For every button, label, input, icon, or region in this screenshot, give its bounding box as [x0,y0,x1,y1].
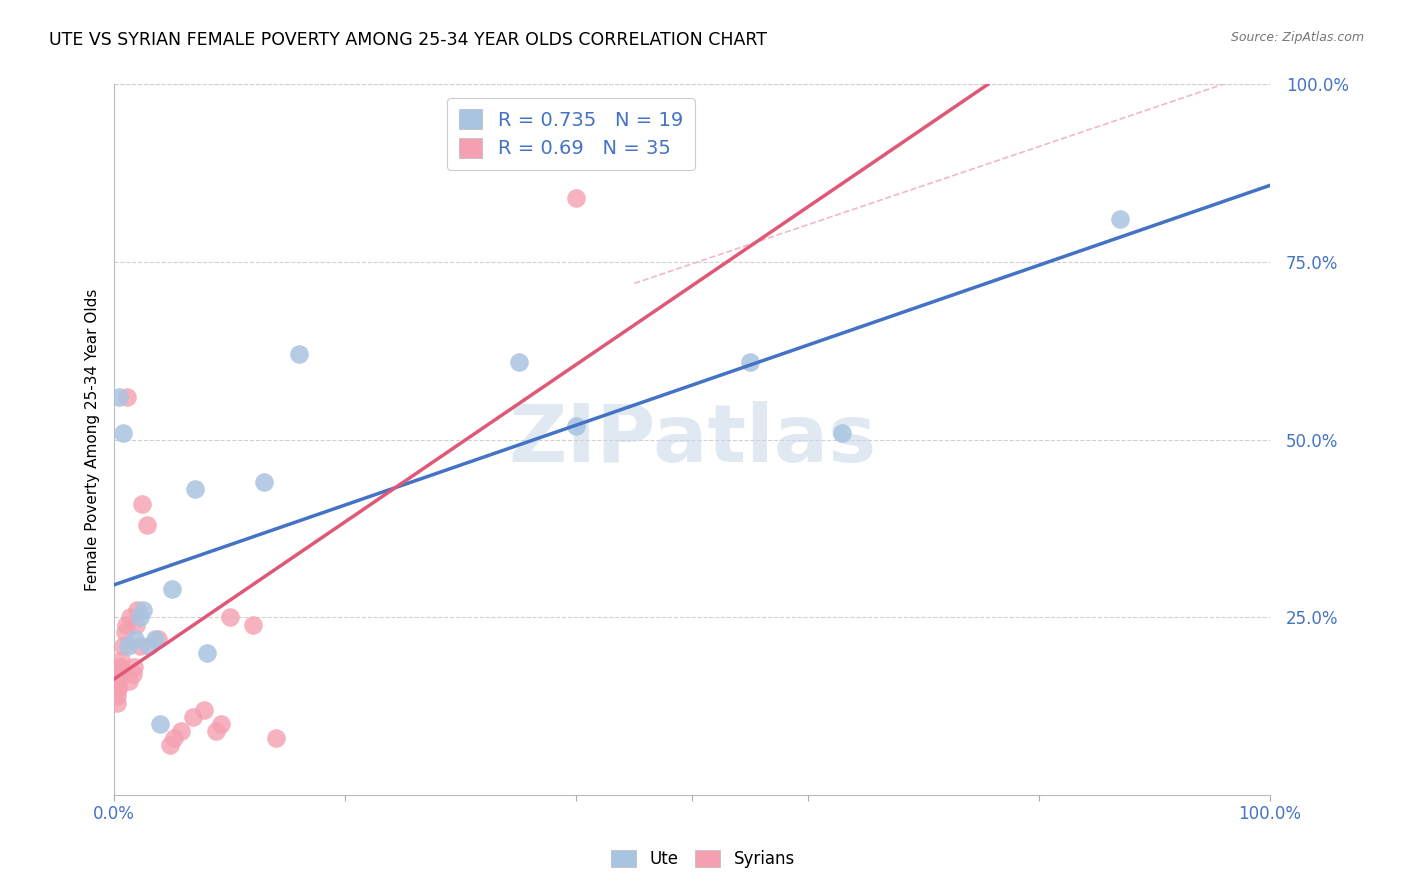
Point [159,739,181,753]
Point [193,703,215,717]
Point [112,639,135,653]
Text: UTE VS SYRIAN FEMALE POVERTY AMONG 25-34 YEAR OLDS CORRELATION CHART: UTE VS SYRIAN FEMALE POVERTY AMONG 25-34… [49,31,768,49]
Point [114,624,136,639]
Point [107,674,129,689]
Point [831,425,853,440]
Point [209,717,232,731]
Point [114,617,136,632]
Legend: Ute, Syrians: Ute, Syrians [605,843,801,875]
Text: ZIPatlas: ZIPatlas [508,401,876,479]
Point [120,610,142,624]
Point [253,475,276,490]
Point [565,191,588,205]
Point [135,518,157,533]
Point [181,710,204,724]
Point [288,347,311,361]
Point [565,418,588,433]
Point [108,660,131,674]
Point [107,681,129,696]
Point [107,681,129,696]
Point [117,639,139,653]
Point [146,632,169,646]
Text: Source: ZipAtlas.com: Source: ZipAtlas.com [1230,31,1364,45]
Point [205,724,228,739]
Y-axis label: Female Poverty Among 25-34 Year Olds: Female Poverty Among 25-34 Year Olds [86,289,100,591]
Point [125,617,148,632]
Point [163,731,186,746]
Point [121,667,143,681]
Point [112,425,135,440]
Point [1108,212,1130,227]
Point [131,497,153,511]
Point [122,660,145,674]
Point [105,696,128,710]
Point [160,582,183,596]
Point [127,603,149,617]
Point [118,674,141,689]
Point [195,646,218,660]
Point [115,390,138,404]
Point [218,610,240,624]
Point [108,660,131,674]
Point [124,632,146,646]
Point [108,390,131,404]
Point [128,610,150,624]
Point [110,653,132,667]
Point [508,354,530,368]
Point [108,667,131,681]
Point [105,689,128,703]
Point [108,667,131,681]
Point [242,617,264,632]
Point [143,632,166,646]
Point [128,639,150,653]
Point [149,717,172,731]
Point [264,731,287,746]
Point [184,483,207,497]
Point [170,724,193,739]
Point [738,354,761,368]
Point [132,603,155,617]
Legend: R = 0.735   N = 19, R = 0.69   N = 35: R = 0.735 N = 19, R = 0.69 N = 35 [447,98,695,169]
Point [138,639,160,653]
